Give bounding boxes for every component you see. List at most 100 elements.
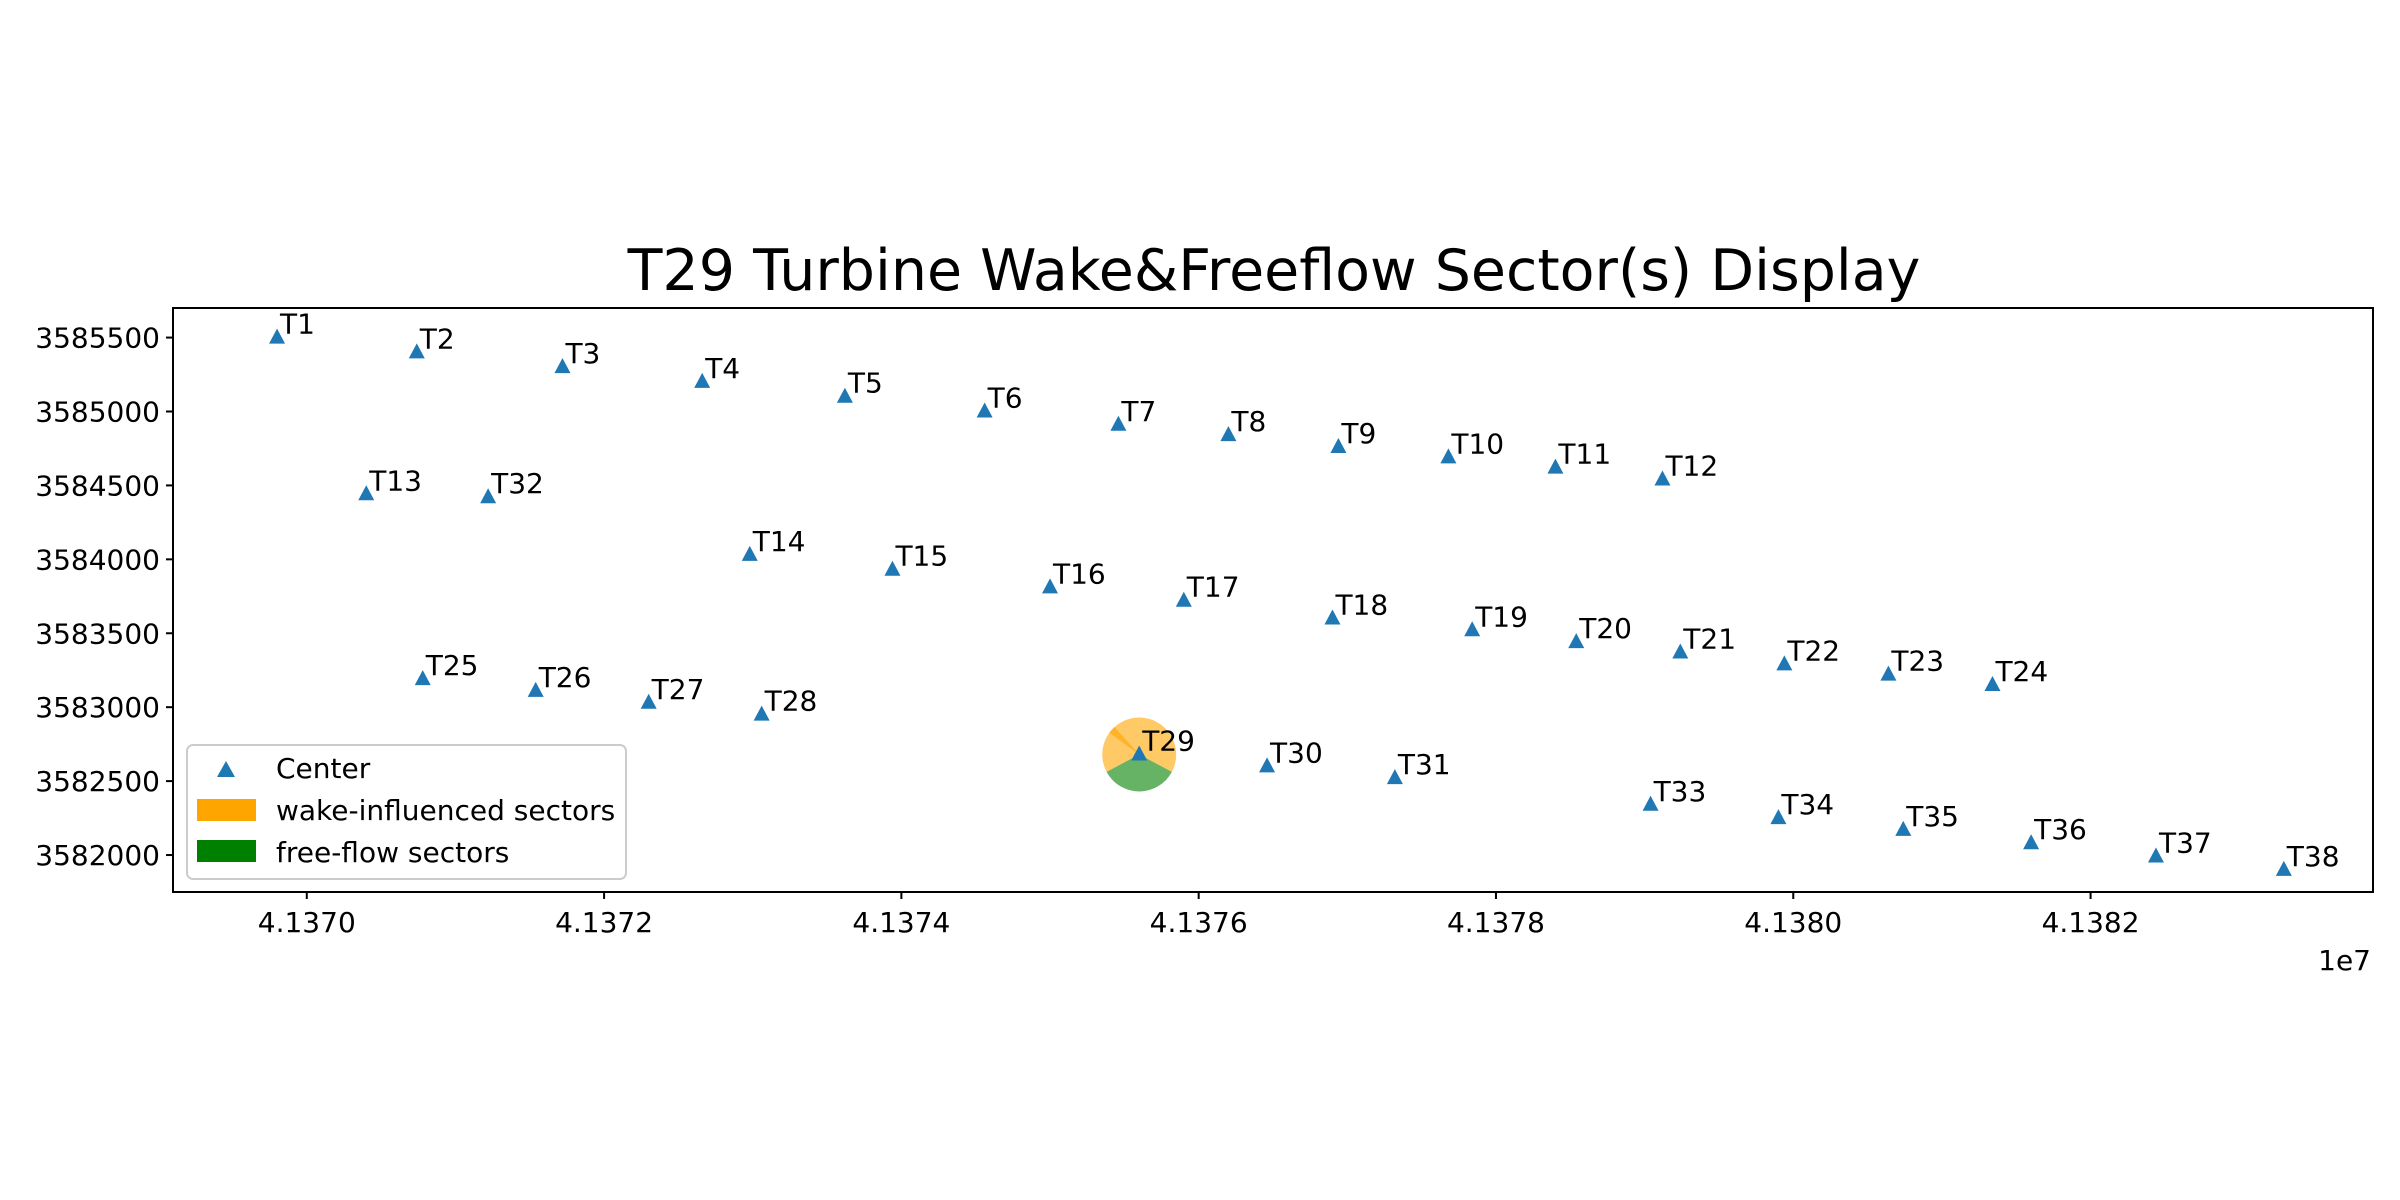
x-tick-label: 4.1372 [555, 906, 653, 939]
turbine-label: T10 [1450, 427, 1504, 460]
turbine-label: T14 [752, 525, 806, 558]
turbine-label: T29 [1141, 725, 1195, 758]
turbine-point [1440, 448, 1457, 464]
wake-sector-wedge [1139, 717, 1145, 755]
turbine-point [269, 328, 286, 344]
chart-title: T29 Turbine Wake&Freeflow Sector(s) Disp… [627, 238, 1921, 304]
turbine-point [2147, 847, 2164, 863]
x-tick-label: 4.1374 [852, 906, 950, 939]
turbine-label: T31 [1397, 748, 1451, 781]
turbine-label: T2 [419, 322, 455, 355]
turbine-label: T23 [1890, 645, 1944, 678]
legend-center-marker [217, 761, 235, 777]
legend-wake-label: wake-influenced sectors [276, 794, 615, 827]
turbine-point [1330, 437, 1347, 453]
legend-frame [186, 744, 627, 880]
turbine-label: T26 [538, 661, 592, 694]
x-tick-label: 4.1370 [258, 906, 356, 939]
turbine-point [1547, 458, 1564, 474]
turbine-point [358, 485, 375, 501]
turbine-point [480, 488, 497, 504]
legend-wake-patch [197, 799, 256, 821]
turbine-label: T1 [279, 308, 315, 341]
turbine-point [741, 545, 758, 561]
turbine-point [640, 693, 657, 709]
turbine-point [1386, 769, 1403, 785]
turbine-label: T11 [1557, 438, 1611, 471]
turbine-point [1642, 795, 1659, 811]
turbine-label: T30 [1269, 736, 1323, 769]
turbine-label: T8 [1230, 405, 1266, 438]
turbine-point [1880, 665, 1897, 681]
turbine-label: T9 [1340, 417, 1376, 450]
turbine-label: T36 [2033, 813, 2087, 846]
turbine-point [1654, 470, 1671, 486]
y-tick-label: 3583500 [35, 617, 160, 650]
turbine-point [1324, 609, 1341, 625]
x-tick-label: 4.1376 [1150, 906, 1248, 939]
turbine-point [1175, 591, 1192, 607]
x-axis-offset-label: 1e7 [2318, 944, 2371, 977]
y-tick-label: 3585500 [35, 322, 160, 355]
x-tick-label: 4.1382 [2042, 906, 2140, 939]
y-tick-label: 3585000 [35, 395, 160, 428]
turbine-label: T25 [425, 649, 479, 682]
turbine-point [836, 387, 853, 403]
y-tick-label: 3584000 [35, 543, 160, 576]
legend-free-label: free-flow sectors [276, 836, 509, 869]
turbine-label: T4 [704, 352, 740, 385]
turbine-label: T22 [1786, 634, 1840, 667]
plot-frame [172, 307, 2374, 893]
turbine-label: T16 [1052, 557, 1106, 590]
turbine-label: T37 [2158, 827, 2212, 860]
turbine-point [1776, 655, 1793, 671]
y-tick-label: 3582500 [35, 765, 160, 798]
wake-sector-wedge [1109, 717, 1140, 755]
turbine-point [753, 705, 770, 721]
turbine-point [1259, 757, 1276, 773]
turbine-point [1770, 809, 1787, 825]
legend-center-label: Center [276, 752, 371, 785]
turbine-label: T17 [1186, 571, 1240, 604]
turbine-label: T28 [764, 685, 818, 718]
turbine-label: T15 [894, 540, 948, 573]
x-tick-label: 4.1380 [1744, 906, 1842, 939]
turbine-label: T20 [1578, 612, 1632, 645]
turbine-point [1464, 621, 1481, 637]
turbine-label: T27 [651, 673, 705, 706]
y-tick-label: 3583000 [35, 691, 160, 724]
turbine-label: T13 [368, 464, 422, 497]
legend-free-patch [197, 840, 256, 862]
turbine-point [884, 560, 901, 576]
y-tick-label: 3584500 [35, 469, 160, 502]
turbine-point [1110, 415, 1127, 431]
turbine-label: T5 [847, 367, 883, 400]
turbine-label: T34 [1780, 788, 1834, 821]
turbine-point [1042, 578, 1059, 594]
y-tick-label: 3582000 [35, 839, 160, 872]
turbine-label: T32 [490, 467, 544, 500]
turbine-point [408, 343, 425, 359]
turbine-label: T35 [1905, 800, 1959, 833]
y-axis: 3582000 3582500 3583000 3583500 3584000 35845… [35, 322, 173, 872]
turbine-point [976, 402, 993, 418]
turbine-label: T33 [1653, 775, 1707, 808]
turbine-label: T24 [1994, 655, 2048, 688]
turbine-point [1220, 426, 1237, 442]
turbine-label: T6 [987, 381, 1023, 414]
turbine-label: T18 [1334, 588, 1388, 621]
sector-wedges [1102, 717, 1177, 792]
turbine-points: T1 T2 T3 T4 T5 T6 T7 T8 T9 T10 T11 T12 T13 T32 T14 T15 T… [269, 308, 2340, 876]
turbine-point [1984, 676, 2001, 692]
turbine-point [1568, 633, 1585, 649]
turbine-point [1672, 643, 1689, 659]
turbine-point [2275, 860, 2292, 876]
wake-sector-wedge [1102, 727, 1140, 772]
turbine-label: T7 [1120, 395, 1156, 428]
turbine-point [414, 670, 431, 686]
free-flow-sector-wedge [1106, 754, 1172, 792]
turbine-point [1895, 820, 1912, 836]
turbine-point [554, 358, 571, 374]
turbine-label: T21 [1682, 622, 1736, 655]
